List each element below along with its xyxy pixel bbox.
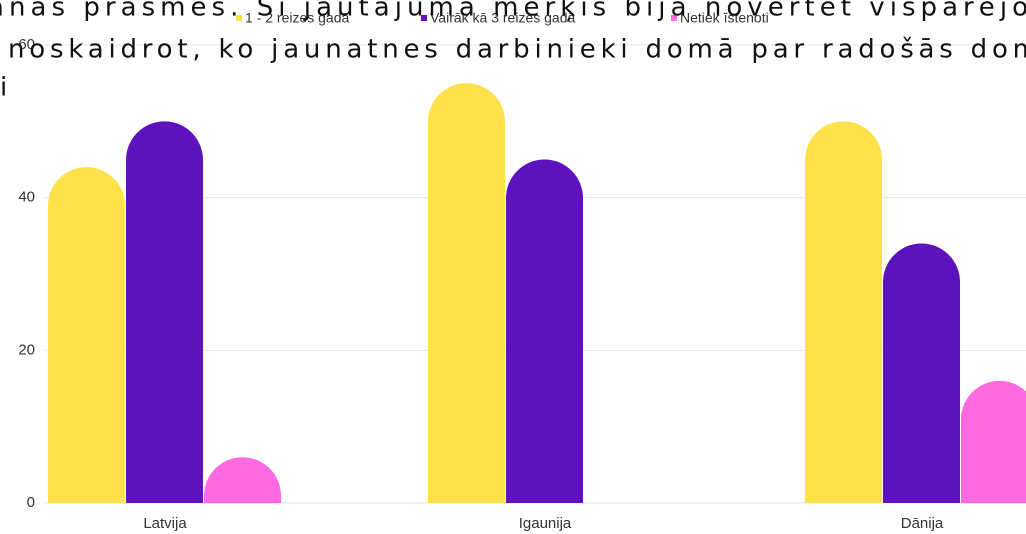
legend-label: Vairāk kā 3 reizes gadā xyxy=(430,10,575,26)
x-tick-label: Igaunija xyxy=(519,515,572,532)
bar xyxy=(428,83,505,504)
y-tick-label: 60 xyxy=(18,36,35,53)
legend-swatch xyxy=(236,15,242,21)
bar xyxy=(126,121,203,504)
y-tick-label: 20 xyxy=(18,341,35,358)
y-tick-label: 0 xyxy=(27,494,35,511)
y-tick-label: 40 xyxy=(18,189,35,206)
x-tick-label: Latvija xyxy=(143,515,187,532)
paragraph-line: i xyxy=(0,73,7,103)
bar xyxy=(805,121,882,504)
bar xyxy=(506,159,583,503)
legend-label: Netiek īstenoti xyxy=(680,10,769,26)
legend-swatch xyxy=(671,15,677,21)
legend-label: 1 - 2 reizes gadā xyxy=(245,10,349,26)
legend-swatch xyxy=(421,15,427,21)
bar xyxy=(48,167,125,503)
x-tick-label: Dānija xyxy=(901,515,944,532)
paragraph-line: noskaidrot, ko jaunatnes darbinieki domā… xyxy=(8,35,1026,65)
bar xyxy=(204,457,281,503)
bar xyxy=(883,243,960,503)
paragraph-line: anas prasmes. Šī jautājuma mērķis bija n… xyxy=(0,0,1026,23)
bar xyxy=(961,380,1026,503)
